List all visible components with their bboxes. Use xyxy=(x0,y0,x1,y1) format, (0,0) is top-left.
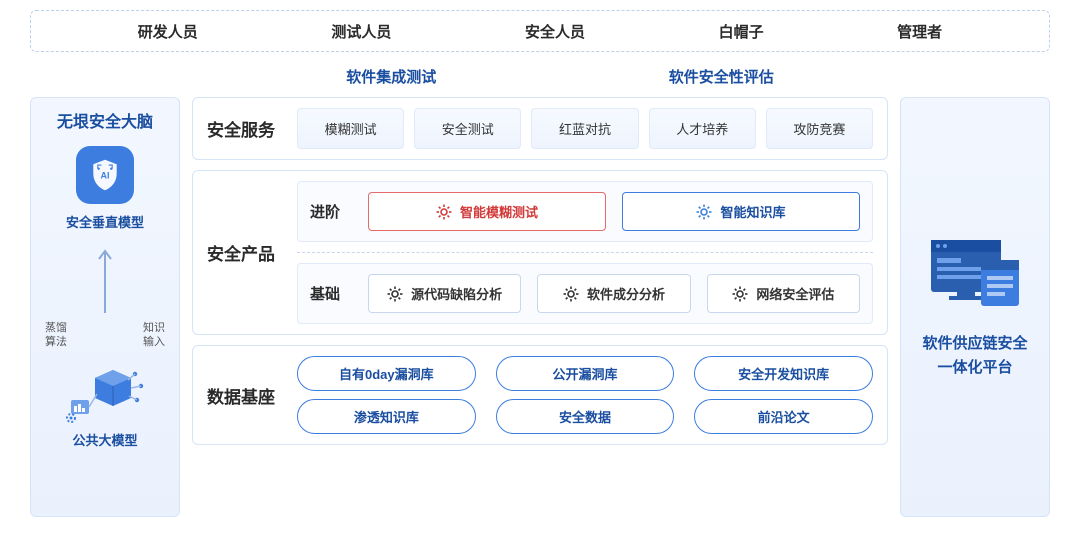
product-source-defect: 源代码缺陷分析 xyxy=(368,274,521,313)
data-public-vuln: 公开漏洞库 xyxy=(496,356,675,391)
products-advanced-group: 进阶 智能模糊测试 智能知识库 xyxy=(297,181,873,242)
product-smart-fuzz-label: 智能模糊测试 xyxy=(460,202,538,221)
products-divider xyxy=(297,252,873,253)
vertical-model-label: 安全垂直模型 xyxy=(66,212,144,231)
right-title: 软件供应链安全 一体化平台 xyxy=(922,332,1027,380)
role-manager: 管理者 xyxy=(897,21,942,42)
data-secdata: 安全数据 xyxy=(496,399,675,434)
public-model-label: 公共大模型 xyxy=(72,430,137,449)
label-distill-2: 算法 xyxy=(45,336,67,348)
product-netsec-label: 网络安全评估 xyxy=(756,284,834,303)
service-training: 人才培养 xyxy=(649,108,756,149)
product-smart-kb-label: 智能知识库 xyxy=(720,202,785,221)
right-title-line2: 一体化平台 xyxy=(937,359,1012,376)
label-distill-1: 蒸馏 xyxy=(45,322,67,334)
data-row-1: 自有0day漏洞库 公开漏洞库 安全开发知识库 xyxy=(297,356,873,391)
security-services-panel: 安全服务 模糊测试 安全测试 红蓝对抗 人才培养 攻防竞赛 xyxy=(192,97,888,160)
gear-icon xyxy=(732,286,748,302)
product-source-defect-label: 源代码缺陷分析 xyxy=(411,284,502,303)
distill-knowledge-labels: 蒸馏 算法 知识 输入 xyxy=(37,321,173,350)
advanced-label: 进阶 xyxy=(310,201,354,222)
services-title: 安全服务 xyxy=(207,108,297,149)
section-labels-row: 软件集成测试 软件安全性评估 xyxy=(30,60,890,97)
service-sectest: 安全测试 xyxy=(414,108,521,149)
product-smart-fuzz: 智能模糊测试 xyxy=(368,192,606,231)
product-sca: 软件成分分析 xyxy=(537,274,690,313)
products-title: 安全产品 xyxy=(207,181,297,324)
right-title-line1: 软件供应链安全 xyxy=(922,335,1027,352)
product-netsec: 网络安全评估 xyxy=(707,274,860,313)
data-papers: 前沿论文 xyxy=(694,399,873,434)
role-whitehat: 白帽子 xyxy=(719,21,764,42)
center-column: 安全服务 模糊测试 安全测试 红蓝对抗 人才培养 攻防竞赛 安全产品 进阶 xyxy=(192,97,888,517)
data-title: 数据基座 xyxy=(207,356,297,434)
service-competition: 攻防竞赛 xyxy=(766,108,873,149)
cube-network-icon xyxy=(65,364,145,424)
gear-icon xyxy=(387,286,403,302)
main-layout: 无垠安全大脑 AI 安全垂直模型 蒸馏 算法 知识 输入 xyxy=(30,97,1050,517)
label-knowledge-2: 输入 xyxy=(143,336,165,348)
section-label-assessment: 软件安全性评估 xyxy=(669,66,774,87)
role-dev: 研发人员 xyxy=(138,21,198,42)
left-panel-title: 无垠安全大脑 xyxy=(57,108,153,132)
products-basic-group: 基础 源代码缺陷分析 软件成分分析 网络安全评估 xyxy=(297,263,873,324)
data-pentest-kb: 渗透知识库 xyxy=(297,399,476,434)
section-label-integration: 软件集成测试 xyxy=(346,66,436,87)
data-0day: 自有0day漏洞库 xyxy=(297,356,476,391)
service-redblue: 红蓝对抗 xyxy=(531,108,638,149)
label-knowledge-1: 知识 xyxy=(143,322,165,334)
services-row: 模糊测试 安全测试 红蓝对抗 人才培养 攻防竞赛 xyxy=(297,108,873,149)
gear-icon xyxy=(563,286,579,302)
roles-bar: 研发人员 测试人员 安全人员 白帽子 管理者 xyxy=(30,10,1050,52)
security-products-panel: 安全产品 进阶 智能模糊测试 智能知识库 xyxy=(192,170,888,335)
gear-icon xyxy=(696,204,712,220)
right-platform-panel: 软件供应链安全 一体化平台 xyxy=(900,97,1050,517)
role-security: 安全人员 xyxy=(525,21,585,42)
left-brain-panel: 无垠安全大脑 AI 安全垂直模型 蒸馏 算法 知识 输入 xyxy=(30,97,180,517)
monitor-dashboard-icon xyxy=(925,234,1025,314)
service-fuzz: 模糊测试 xyxy=(297,108,404,149)
product-smart-kb: 智能知识库 xyxy=(622,192,860,231)
data-secdev-kb: 安全开发知识库 xyxy=(694,356,873,391)
data-foundation-panel: 数据基座 自有0day漏洞库 公开漏洞库 安全开发知识库 渗透知识库 安全数据 … xyxy=(192,345,888,445)
shield-ai-icon: AI xyxy=(76,146,134,204)
arrow-up-icon xyxy=(95,245,115,315)
product-sca-label: 软件成分分析 xyxy=(587,284,665,303)
svg-text:AI: AI xyxy=(101,171,110,181)
basic-label: 基础 xyxy=(310,283,354,304)
gear-icon xyxy=(436,204,452,220)
role-test: 测试人员 xyxy=(331,21,391,42)
data-row-2: 渗透知识库 安全数据 前沿论文 xyxy=(297,399,873,434)
